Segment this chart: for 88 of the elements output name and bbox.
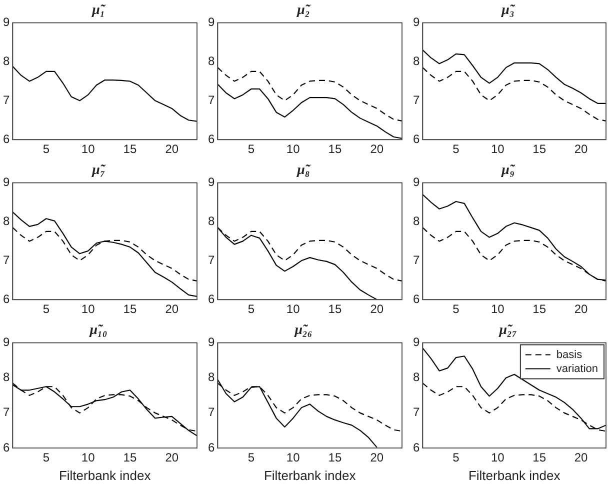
x-tick-label: 20	[370, 142, 384, 156]
y-tick-label: 9	[208, 335, 215, 350]
y-tick-label: 8	[412, 54, 420, 68]
chart-title: μ̃₃	[500, 3, 516, 18]
y-tick-label: 6	[412, 440, 420, 454]
y-tick-label: 9	[208, 15, 215, 30]
x-tick-label: 15	[123, 450, 137, 465]
x-tick-label: 10	[286, 142, 300, 156]
chart-title: μ̃₂	[296, 3, 311, 18]
x-tick-label: 20	[165, 302, 179, 316]
y-tick-label: 6	[2, 440, 10, 454]
y-tick-label: 6	[412, 132, 420, 146]
x-tick-label: 5	[452, 142, 460, 156]
y-tick-label: 6	[208, 132, 215, 146]
chart-title: μ̃₈	[296, 163, 311, 178]
x-tick-label: 10	[286, 302, 300, 316]
x-tick-label: 5	[248, 450, 255, 465]
x-tick-label: 15	[328, 302, 342, 316]
chart-title: μ̃₇	[91, 163, 106, 178]
y-tick-label: 7	[2, 405, 10, 420]
x-tick-label: 5	[42, 142, 50, 156]
y-tick-label: 7	[2, 92, 10, 107]
y-tick-label: 6	[2, 292, 10, 306]
y-tick-label: 6	[208, 292, 215, 306]
x-tick-label: 15	[123, 142, 137, 156]
x-tick-label: 5	[42, 302, 50, 316]
legend-label: variation	[556, 362, 598, 375]
x-axis-title: Filterbank index	[264, 468, 356, 483]
x-tick-label: 20	[370, 450, 384, 465]
x-tick-label: 5	[452, 302, 460, 316]
x-tick-label: 5	[248, 302, 255, 316]
y-tick-label: 7	[412, 252, 420, 267]
chart-title: μ̃₉	[500, 163, 516, 178]
x-tick-label: 5	[248, 142, 255, 156]
x-tick-label: 20	[370, 302, 384, 316]
x-tick-label: 15	[328, 142, 342, 156]
y-tick-label: 9	[2, 15, 10, 30]
x-tick-label: 10	[81, 302, 96, 316]
x-tick-label: 10	[490, 302, 505, 316]
y-tick-label: 7	[208, 252, 215, 267]
x-tick-label: 15	[532, 302, 546, 316]
legend-label: basis	[556, 348, 583, 361]
y-tick-label: 6	[208, 440, 215, 454]
x-axis-title: Filterbank index	[58, 468, 152, 483]
x-tick-label: 15	[123, 302, 137, 316]
y-tick-label: 9	[2, 335, 10, 350]
chart-title: μ̃₁	[91, 3, 106, 18]
x-axis-title: Filterbank index	[468, 468, 561, 483]
y-tick-label: 8	[412, 214, 420, 228]
x-tick-label: 20	[165, 142, 179, 156]
x-tick-label: 10	[286, 450, 300, 465]
x-tick-label: 10	[490, 450, 505, 465]
x-tick-label: 20	[574, 142, 588, 156]
chart-title: μ̃₂₆	[294, 323, 312, 338]
x-tick-label: 15	[532, 142, 546, 156]
y-tick-label: 8	[412, 370, 420, 384]
y-tick-label: 9	[412, 15, 420, 30]
y-tick-label: 7	[208, 92, 215, 107]
y-tick-label: 6	[412, 292, 420, 306]
y-tick-label: 8	[208, 214, 215, 228]
y-tick-label: 9	[208, 175, 215, 190]
x-tick-label: 5	[452, 450, 460, 465]
y-tick-label: 7	[208, 405, 215, 420]
y-tick-label: 6	[2, 132, 10, 146]
y-tick-label: 9	[412, 175, 420, 190]
x-tick-label: 20	[574, 302, 588, 316]
chart-title: μ̃₁₀	[88, 323, 108, 338]
y-tick-label: 8	[208, 54, 215, 68]
y-tick-label: 8	[2, 54, 10, 68]
x-tick-label: 15	[532, 450, 546, 465]
x-tick-label: 20	[574, 450, 588, 465]
x-tick-label: 20	[165, 450, 179, 465]
chart-title: μ̃₂₇	[498, 323, 517, 338]
y-tick-label: 9	[412, 335, 420, 350]
y-tick-label: 8	[2, 370, 10, 384]
x-tick-label: 5	[42, 450, 50, 465]
y-tick-label: 7	[412, 405, 420, 420]
x-tick-label: 10	[81, 142, 96, 156]
y-tick-label: 8	[208, 370, 215, 384]
line-series	[422, 67, 606, 122]
x-tick-label: 15	[328, 450, 342, 465]
y-tick-label: 7	[2, 252, 10, 267]
y-tick-label: 7	[412, 92, 420, 107]
x-tick-label: 10	[490, 142, 505, 156]
x-tick-label: 10	[81, 450, 96, 465]
line-series	[218, 67, 402, 122]
y-tick-label: 9	[2, 175, 10, 190]
y-tick-label: 8	[2, 214, 10, 228]
